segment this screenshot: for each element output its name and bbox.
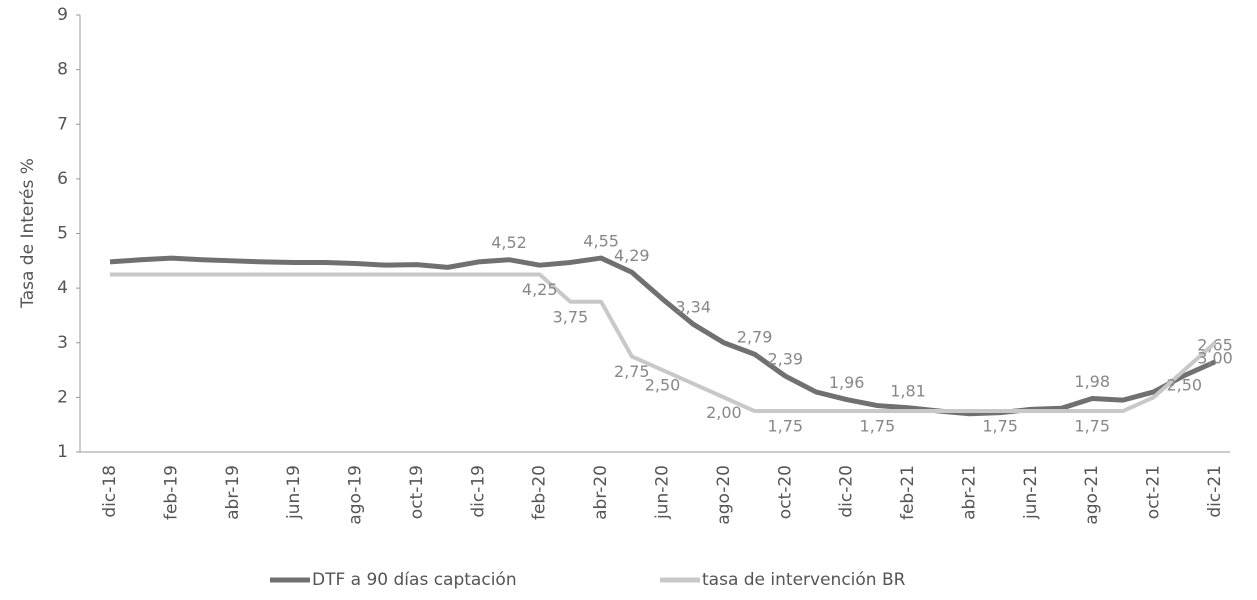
- x-tick-label: dic-18: [100, 465, 120, 518]
- data-label: 1,98: [1074, 372, 1110, 391]
- x-tick-label: jun-21: [1021, 465, 1041, 520]
- y-tick-label: 6: [57, 169, 68, 189]
- data-label: 3,75: [553, 307, 589, 326]
- data-label: 2,75: [614, 362, 650, 381]
- y-tick-label: 5: [57, 224, 68, 244]
- data-label: 2,39: [767, 350, 803, 369]
- data-label: 2,50: [1166, 376, 1202, 395]
- data-label: 3,00: [1197, 348, 1233, 367]
- legend-label: DTF a 90 días captación: [312, 570, 517, 590]
- x-tick-label: abr-20: [591, 465, 611, 520]
- data-label: 1,75: [982, 417, 1018, 436]
- x-tick-label: abr-19: [223, 465, 243, 520]
- x-tick-label: dic-21: [1205, 465, 1225, 518]
- y-tick-label: 2: [57, 387, 68, 407]
- data-label: 4,55: [583, 232, 619, 251]
- x-tick-label: feb-19: [161, 465, 181, 520]
- data-label: 1,75: [767, 417, 803, 436]
- y-tick-label: 9: [57, 5, 68, 25]
- x-tick-label: oct-19: [407, 465, 427, 519]
- data-label: 4,29: [614, 246, 650, 265]
- y-tick-label: 3: [57, 333, 68, 353]
- data-label: 2,79: [737, 328, 773, 347]
- x-tick-label: dic-19: [468, 465, 488, 518]
- y-tick-label: 4: [57, 278, 68, 298]
- data-label: 1,75: [860, 417, 896, 436]
- x-tick-label: ago-19: [346, 465, 366, 525]
- x-tick-label: dic-20: [837, 465, 857, 518]
- x-tick-label: ago-21: [1082, 465, 1102, 525]
- series-line: [110, 272, 1217, 414]
- legend-label: tasa de intervención BR: [702, 570, 906, 590]
- x-tick-label: oct-21: [1144, 465, 1164, 519]
- data-label: 4,25: [522, 280, 558, 299]
- x-tick-label: feb-21: [898, 465, 918, 520]
- data-label: 1,96: [829, 373, 865, 392]
- data-label: 2,00: [706, 403, 742, 422]
- y-tick-label: 7: [57, 114, 68, 134]
- data-label: 1,75: [1074, 417, 1110, 436]
- y-tick-label: 1: [57, 442, 68, 462]
- x-tick-label: feb-20: [530, 465, 550, 520]
- x-tick-label: abr-21: [959, 465, 979, 520]
- y-axis-label: Tasa de Interés %: [18, 158, 38, 309]
- x-tick-label: jun-19: [284, 465, 304, 520]
- y-tick-label: 8: [57, 60, 68, 80]
- data-label: 3,34: [675, 298, 711, 317]
- x-tick-label: jun-20: [653, 465, 673, 520]
- data-label: 1,81: [890, 381, 926, 400]
- x-tick-label: oct-20: [775, 465, 795, 519]
- data-label: 2,50: [645, 376, 681, 395]
- x-tick-label: ago-20: [714, 465, 734, 525]
- data-label: 4,52: [491, 233, 527, 252]
